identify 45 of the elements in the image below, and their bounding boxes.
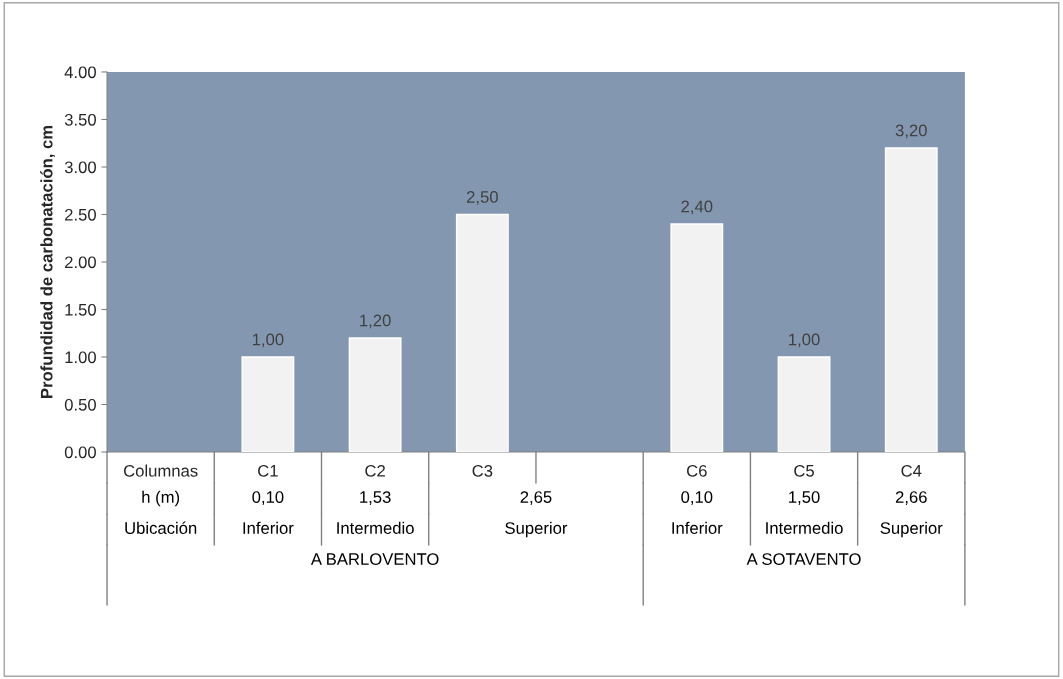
y-tick-label: 4.00 <box>64 66 96 79</box>
x-tick-label: C3 <box>472 464 493 477</box>
x-tick-label: C1 <box>258 464 278 477</box>
y-tick-label: 0.00 <box>64 446 96 459</box>
x-tick-label: C6 <box>687 464 707 477</box>
text: Intermedio <box>337 521 414 534</box>
y-tick-label: 1.00 <box>65 351 96 364</box>
text: 0,10 <box>252 491 284 505</box>
text: Inferior <box>243 521 294 534</box>
bar <box>670 223 724 453</box>
bar <box>348 337 402 453</box>
data-label: 1,00 <box>252 333 284 348</box>
y-tick-label: 1.50 <box>65 303 96 316</box>
y-axis-title: Profundidad de carbonatación, cm <box>40 125 55 398</box>
text: 0,10 <box>681 491 713 505</box>
x-tick-label: C2 <box>365 464 385 477</box>
text: 2,65 <box>520 491 552 505</box>
text: 1,53 <box>360 491 391 505</box>
text: A BARLOVENTO <box>310 553 439 565</box>
data-label: 1,20 <box>360 314 391 329</box>
bar <box>777 356 831 453</box>
bar <box>884 147 938 453</box>
data-label: 2,40 <box>681 200 713 215</box>
y-tick-label: 3.50 <box>64 113 96 126</box>
data-label: 2,50 <box>466 191 498 205</box>
text: Superior <box>880 521 943 538</box>
text: Intermedio <box>766 521 843 534</box>
text: Ubicación <box>125 521 197 534</box>
text: Superior <box>505 521 568 538</box>
text: Inferior <box>672 521 723 534</box>
text: h (m) <box>142 490 180 507</box>
text: 1,50 <box>789 491 820 505</box>
text: 2,66 <box>895 491 927 505</box>
y-tick-label: 2.50 <box>65 208 96 221</box>
bar <box>455 213 509 453</box>
bar <box>241 356 295 453</box>
x-tick-label: C4 <box>901 464 922 477</box>
data-label: 3,20 <box>895 124 927 139</box>
y-tick-label: 2.00 <box>65 256 96 269</box>
y-tick-label: 0.50 <box>64 398 96 411</box>
x-tick-label: Columnas <box>123 464 198 477</box>
text: A SOTAVENTO <box>746 553 861 565</box>
data-label: 1,00 <box>789 333 820 348</box>
x-tick-label: C5 <box>794 464 814 477</box>
y-tick-label: 3.00 <box>64 161 96 174</box>
